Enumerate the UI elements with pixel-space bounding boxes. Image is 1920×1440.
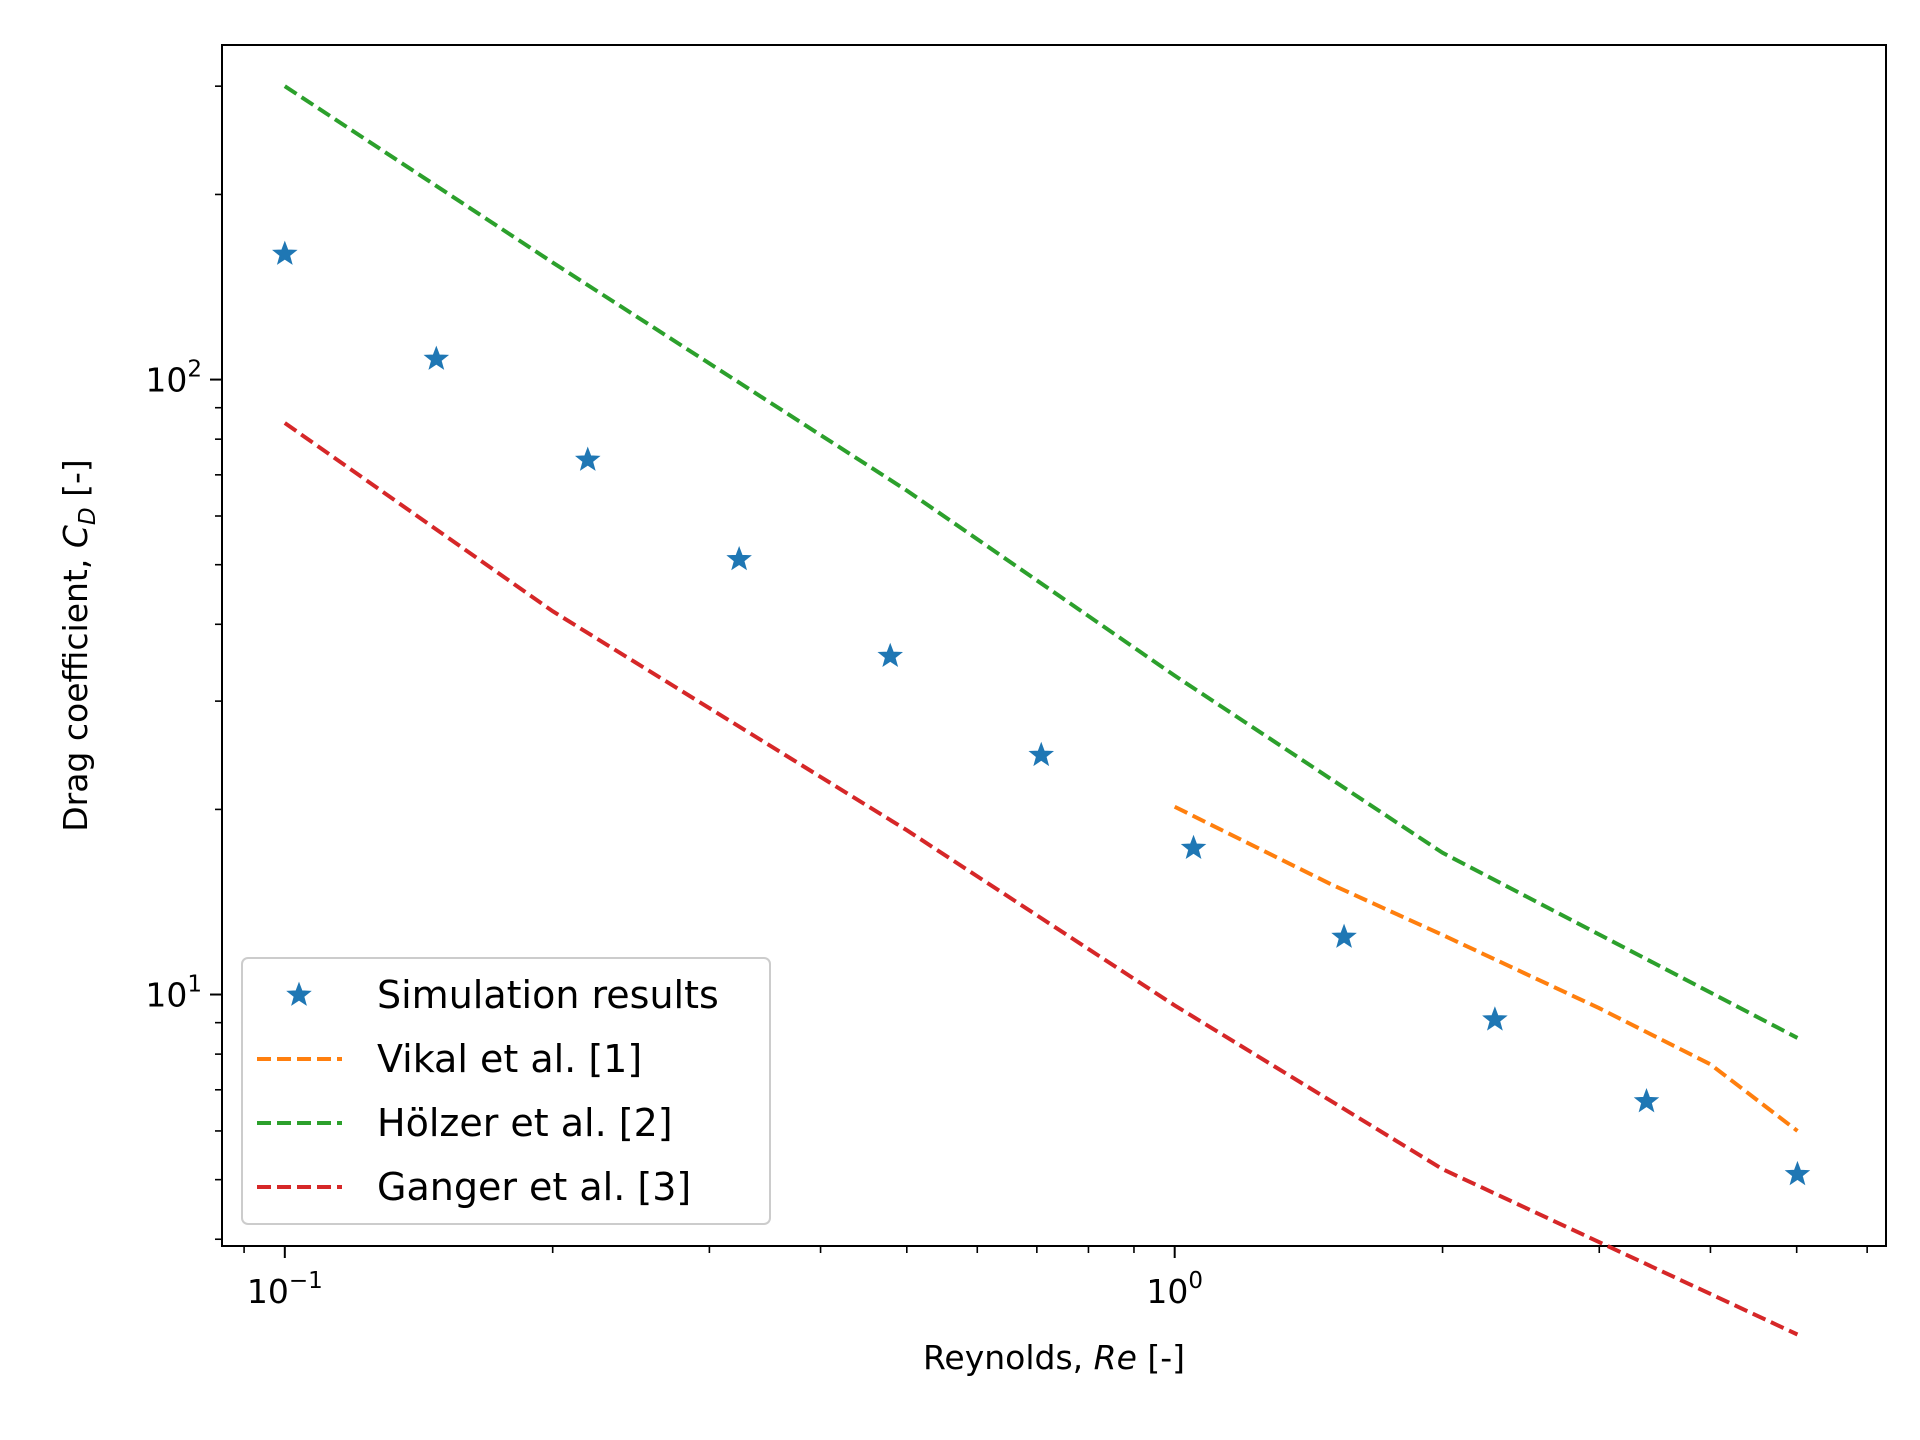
- data-point: [574, 446, 601, 471]
- legend-label: Hölzer et al. [2]: [377, 1101, 673, 1145]
- data-point: [423, 345, 450, 370]
- x-tick-label: 100: [1146, 1268, 1203, 1311]
- legend-item: Ganger et al. [3]: [257, 1165, 691, 1209]
- legend-item: Simulation results: [286, 973, 719, 1017]
- y-tick-label: 102: [145, 357, 202, 400]
- x-tick-label: 10−1: [247, 1268, 323, 1311]
- data-point: [272, 240, 298, 265]
- legend: Simulation results Vikal et al. [1] Hölzer…: [241, 957, 771, 1225]
- legend-label: Vikal et al. [1]: [377, 1037, 642, 1081]
- legend-frame: [241, 957, 771, 1225]
- x-axis-label: Reynolds, Re [-]: [923, 1338, 1185, 1377]
- series-2: [283, 84, 1799, 1040]
- legend-marker: [286, 981, 312, 1006]
- legend-label: Ganger et al. [3]: [377, 1165, 691, 1209]
- legend-item: Hölzer et al. [2]: [257, 1101, 673, 1145]
- data-point: [726, 545, 752, 571]
- data-point: [1633, 1088, 1660, 1113]
- legend-label: Simulation results: [377, 973, 719, 1017]
- data-point: [1482, 1006, 1508, 1031]
- series-line: [1173, 804, 1799, 1133]
- series-0: [272, 240, 1811, 1186]
- major-ticks: 10−1 100 101 102: [145, 357, 1203, 1311]
- series-layer: [272, 84, 1811, 1337]
- series-line: [283, 84, 1799, 1040]
- y-tick-label: 101: [145, 972, 202, 1015]
- data-point: [877, 642, 903, 668]
- series-line: [283, 421, 1799, 1337]
- y-axis-label: Drag coefficient, CD [-]: [56, 459, 101, 832]
- series-3: [283, 421, 1799, 1337]
- minor-ticks: [215, 85, 1868, 1253]
- data-point: [1028, 741, 1055, 767]
- series-1: [1173, 804, 1799, 1133]
- legend-item: Vikal et al. [1]: [257, 1037, 642, 1081]
- data-point: [1331, 923, 1357, 948]
- data-point: [1784, 1160, 1811, 1186]
- data-point: [1180, 834, 1207, 860]
- axes-frame: [221, 44, 1887, 1247]
- plot-area: 10−1 100 101 102: [145, 44, 1887, 1337]
